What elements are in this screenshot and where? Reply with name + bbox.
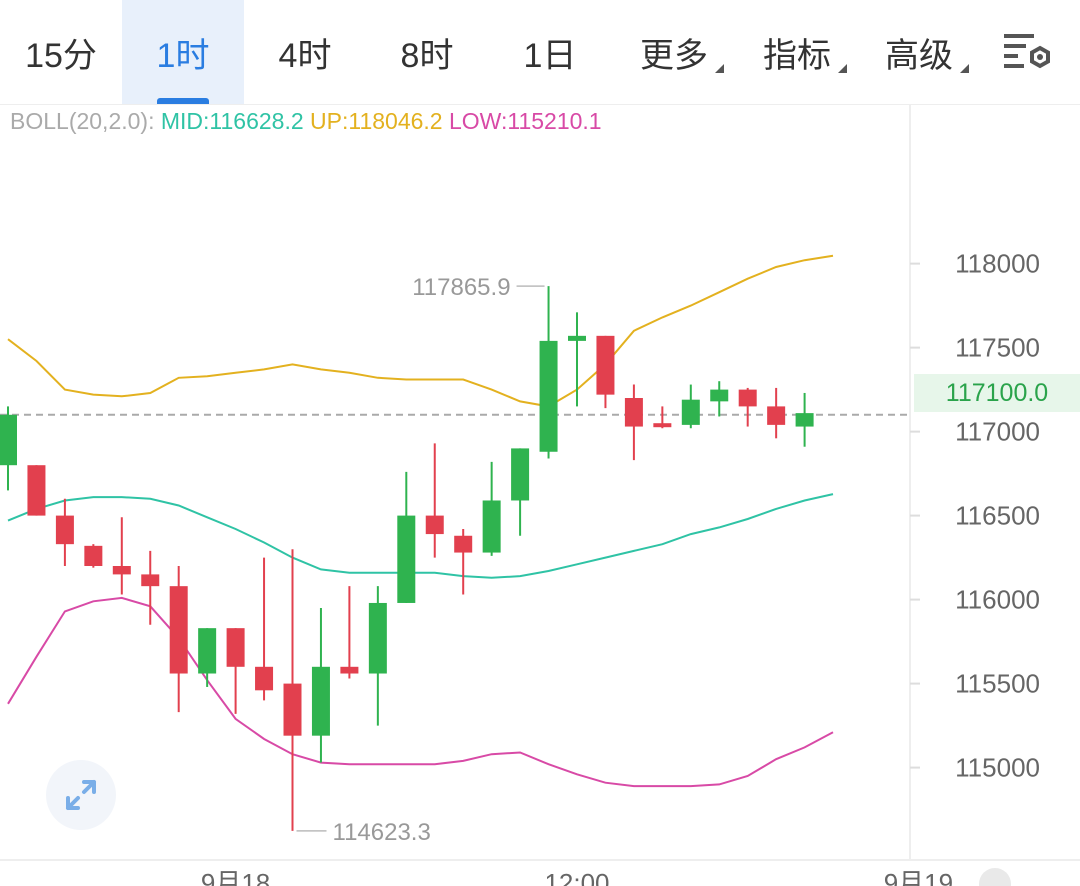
high-marker-label: 117865.9 — [412, 274, 510, 301]
tab-3[interactable]: 8时 — [366, 0, 488, 104]
tab-label: 15分 — [25, 36, 97, 75]
tab-5[interactable]: 更多 — [612, 0, 736, 104]
candle-body — [255, 666, 274, 691]
dropdown-caret-icon — [838, 63, 847, 73]
candle-body — [0, 414, 17, 466]
dropdown-caret-icon — [960, 63, 969, 73]
x-tick-label: 12:00 — [544, 868, 609, 886]
candle-body — [624, 398, 643, 427]
tab-label: 1日 — [523, 36, 577, 75]
y-tick-label: 116000 — [955, 585, 1040, 615]
tab-label: 指标 — [763, 28, 847, 77]
tab-6[interactable]: 指标 — [736, 0, 858, 104]
candle-body — [368, 602, 387, 674]
candle-body — [226, 628, 245, 667]
boll-mid-line — [7, 493, 834, 579]
candle-body — [795, 413, 814, 427]
y-tick-label: 115000 — [955, 753, 1040, 783]
candle-body — [511, 448, 530, 501]
interval-tabs: 15分 1时 4时 8时 1日 更多 指标 高级 — [0, 0, 1080, 105]
boll-legend-up: UP:118046.2 — [310, 108, 443, 134]
candle-body — [198, 628, 217, 674]
candle-body — [738, 389, 757, 407]
y-tick-label: 115500 — [955, 669, 1040, 699]
tab-label: 8时 — [400, 36, 454, 75]
current-price-label: 117100.0 — [914, 374, 1080, 412]
tab-0[interactable]: 15分 — [0, 0, 122, 104]
candle-body — [27, 465, 46, 516]
candle-body — [425, 515, 444, 535]
boll-upper-line — [7, 254, 834, 408]
tab-1[interactable]: 1时 — [122, 0, 244, 104]
tab-label: 4时 — [278, 36, 332, 75]
x-tick-label: 9月18 — [201, 868, 270, 886]
tab-label: 1时 — [156, 36, 210, 75]
candle-body — [84, 545, 103, 566]
dropdown-caret-icon — [715, 63, 724, 73]
boll-legend-mid: MID:116628.2 — [160, 108, 304, 134]
expand-arrows-icon[interactable] — [46, 760, 116, 830]
tab-4[interactable]: 1日 — [488, 0, 612, 104]
candle-body — [141, 574, 160, 587]
y-tick-label: 117500 — [955, 333, 1040, 363]
candle-body — [710, 389, 729, 402]
active-tab-indicator — [157, 98, 209, 104]
x-tick-label: 9月19 — [884, 868, 953, 886]
candle-body — [311, 666, 330, 736]
tab-7[interactable]: 高级 — [858, 0, 980, 104]
candle-body — [596, 335, 615, 395]
boll-legend: BOLL(20,2.0): MID:116628.2 UP:118046.2 L… — [10, 108, 602, 135]
candle-body — [482, 500, 501, 553]
candle-body — [539, 340, 558, 452]
candle-body — [340, 666, 359, 674]
candle-body — [681, 399, 700, 425]
candle-body — [568, 335, 586, 341]
candle-body — [283, 683, 302, 736]
candle-body — [55, 515, 74, 545]
y-tick-label: 117000 — [955, 417, 1040, 447]
candle-body — [767, 406, 786, 425]
candle-body — [653, 423, 672, 428]
candle-body — [454, 535, 473, 553]
tab-label: 高级 — [885, 28, 969, 77]
candle-body — [169, 586, 188, 674]
tab-2[interactable]: 4时 — [244, 0, 366, 104]
boll-legend-low: LOW:115210.1 — [449, 108, 602, 134]
y-tick-label: 118000 — [955, 249, 1040, 279]
low-marker-label: 114623.3 — [333, 819, 431, 846]
tab-label: 更多 — [640, 28, 724, 77]
candle-body — [112, 566, 131, 575]
chart-settings-icon[interactable] — [1000, 28, 1056, 76]
boll-legend-name: BOLL(20,2.0): — [10, 108, 155, 134]
k-scroll-icon — [979, 868, 1011, 886]
boll-lower-line — [7, 596, 834, 788]
y-tick-label: 116500 — [955, 501, 1040, 531]
candle-body — [397, 515, 416, 603]
